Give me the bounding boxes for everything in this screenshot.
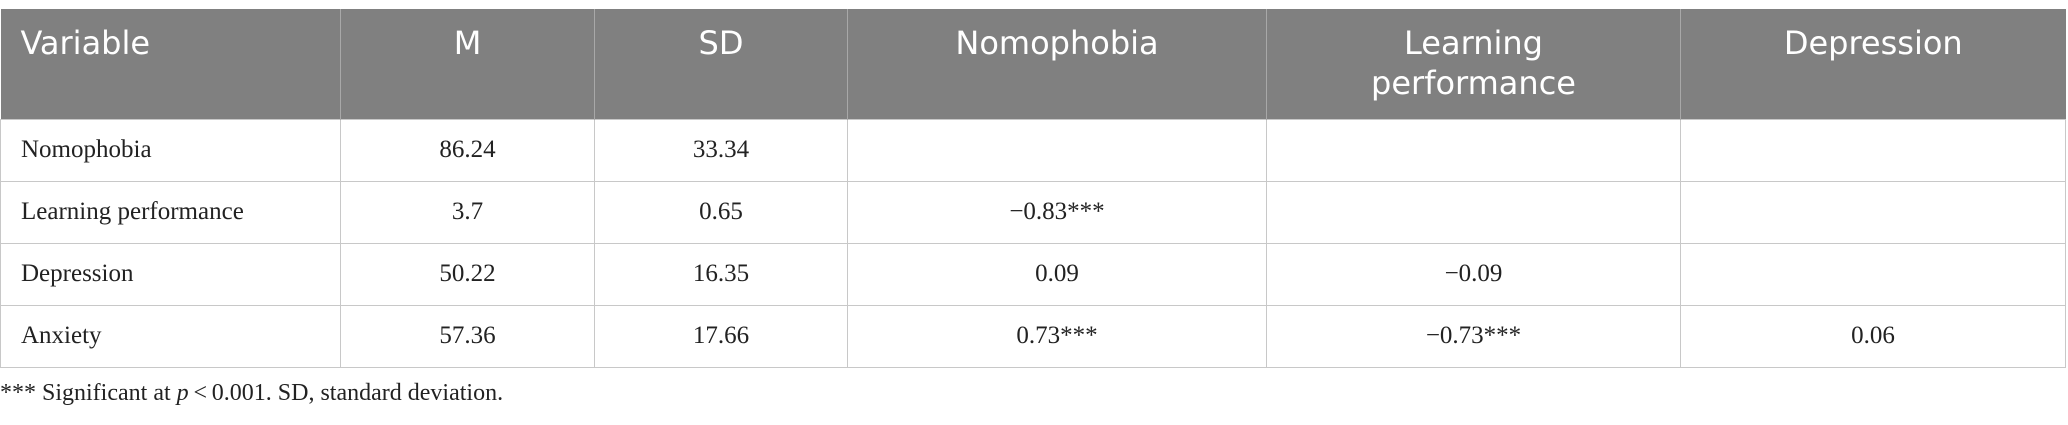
cell-text: 17.66 xyxy=(692,322,750,349)
header-text: Variable xyxy=(20,24,151,62)
table-cell: 57.36 xyxy=(340,304,595,368)
table-cell: 50.22 xyxy=(340,242,595,306)
cell-text: 50.22 xyxy=(439,260,496,287)
header-text: SD xyxy=(698,24,744,62)
cell-text: 86.24 xyxy=(439,136,496,163)
table-cell: −0.83*** xyxy=(847,180,1267,244)
table-cell: −0.73*** xyxy=(1266,304,1681,368)
table-row: Learning performance 3.7 0.65 −0.83*** xyxy=(0,180,2066,244)
cell-text: 0.65 xyxy=(699,198,743,225)
cell-text: Anxiety xyxy=(21,322,102,349)
header-cell: Learning performance xyxy=(1266,9,1681,119)
table-cell: 86.24 xyxy=(340,118,595,182)
table-row: Nomophobia 86.24 33.34 xyxy=(0,118,2066,182)
cell-text: 0.09 xyxy=(1035,260,1079,287)
header-text: Learning performance xyxy=(1371,24,1576,102)
cell-text: 3.7 xyxy=(451,198,484,225)
header-cell: Variable xyxy=(0,9,341,119)
table-cell: 3.7 xyxy=(340,180,595,244)
cell-text: 0.73*** xyxy=(1016,322,1098,349)
footnote-italic: p xyxy=(176,380,189,406)
data-table: Variable M SD Nomophobia Learning performanc… xyxy=(0,9,2066,368)
cell-text: 16.35 xyxy=(692,260,750,287)
table-cell: 0.73*** xyxy=(847,304,1267,368)
table-cell: 0.65 xyxy=(594,180,848,244)
cell-text: Learning performance xyxy=(21,198,244,225)
footnote-text: < 0.001. SD, standard deviation. xyxy=(188,380,504,406)
cell-text: Nomophobia xyxy=(21,136,152,163)
table-cell: −0.09 xyxy=(1266,242,1681,306)
table-cell xyxy=(847,118,1267,182)
table-cell xyxy=(1266,180,1681,244)
table-cell: Learning performance xyxy=(0,180,341,244)
cell-text: −0.09 xyxy=(1444,260,1503,287)
table-cell xyxy=(1680,242,2066,306)
table-cell: 0.09 xyxy=(847,242,1267,306)
header-cell: SD xyxy=(594,9,848,119)
table-cell: 0.06 xyxy=(1680,304,2066,368)
cell-text: 57.36 xyxy=(439,322,496,349)
table-cell xyxy=(1680,118,2066,182)
cell-text: 0.06 xyxy=(1851,322,1895,349)
footnote-text: *** Significant at xyxy=(0,380,177,406)
table-cell: 17.66 xyxy=(594,304,848,368)
table-cell: Nomophobia xyxy=(0,118,341,182)
header-text: M xyxy=(453,24,482,62)
table-cell: Anxiety xyxy=(0,304,341,368)
header-cell: M xyxy=(340,9,595,119)
table-row: Anxiety 57.36 17.66 0.73*** −0.73*** 0.06 xyxy=(0,304,2066,368)
table-cell xyxy=(1266,118,1681,182)
cell-text: −0.73*** xyxy=(1425,322,1522,349)
table-row: Depression 50.22 16.35 0.09 −0.09 xyxy=(0,242,2066,306)
cell-text: −0.83*** xyxy=(1009,198,1105,225)
cell-text: Depression xyxy=(21,260,134,287)
cell-text: 33.34 xyxy=(692,136,750,163)
table-body: Nomophobia 86.24 33.34 Learning performance… xyxy=(0,118,2066,368)
header-cell: Nomophobia xyxy=(847,9,1267,119)
table-cell: 33.34 xyxy=(594,118,848,182)
table-cell: 16.35 xyxy=(594,242,848,306)
footnote: *** Significant at p < 0.001. SD, standa… xyxy=(0,380,503,407)
header-cell: Depression xyxy=(1680,9,2066,119)
table-cell xyxy=(1680,180,2066,244)
header-text: Depression xyxy=(1783,24,1963,62)
table-cell: Depression xyxy=(0,242,341,306)
header-text: Nomophobia xyxy=(955,24,1159,62)
header-row: Variable M SD Nomophobia Learning performanc… xyxy=(0,9,2066,119)
